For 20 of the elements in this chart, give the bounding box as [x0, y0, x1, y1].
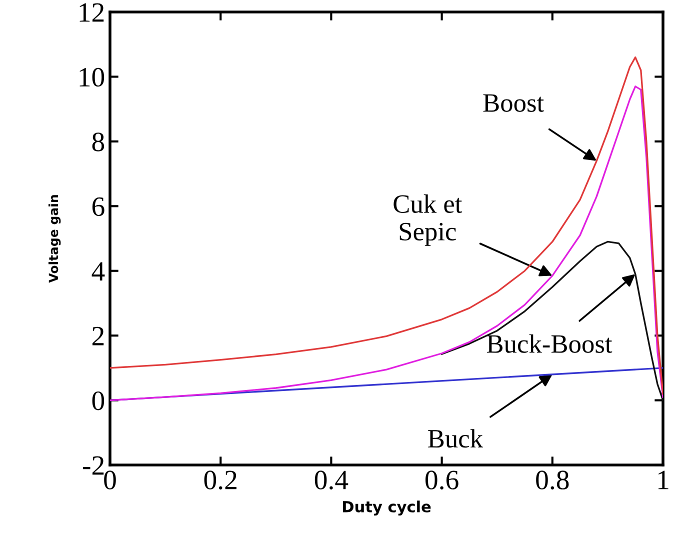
y-tick-label: -2 [83, 456, 104, 475]
y-tick-label: 8 [92, 132, 104, 152]
x-tick-label: 0.6 [426, 470, 458, 490]
y-tick-label: 12 [80, 3, 104, 22]
annotation: Buck-Boost [486, 334, 612, 353]
x-tick-label: 0.8 [536, 470, 569, 490]
x-tick-label: 1 [658, 470, 668, 490]
y-tick-label: 0 [92, 391, 104, 410]
x-tick-label: 0 [104, 470, 116, 490]
x-tick-label: 0.2 [204, 470, 236, 490]
y-tick-label: 6 [92, 197, 104, 216]
y-tick-label: 4 [92, 262, 105, 280]
y-tick-label: 2 [92, 326, 104, 346]
x-tick-label: 0.4 [314, 470, 348, 490]
annotation: Boost [483, 94, 544, 112]
y-axis-title: Voltage gain [48, 195, 61, 283]
y-tick-label: 10 [80, 68, 104, 87]
annotation: Buck [428, 429, 484, 448]
x-axis-title: Duty cycle [343, 500, 431, 516]
annotation: Cuk et Sepic [394, 194, 462, 246]
